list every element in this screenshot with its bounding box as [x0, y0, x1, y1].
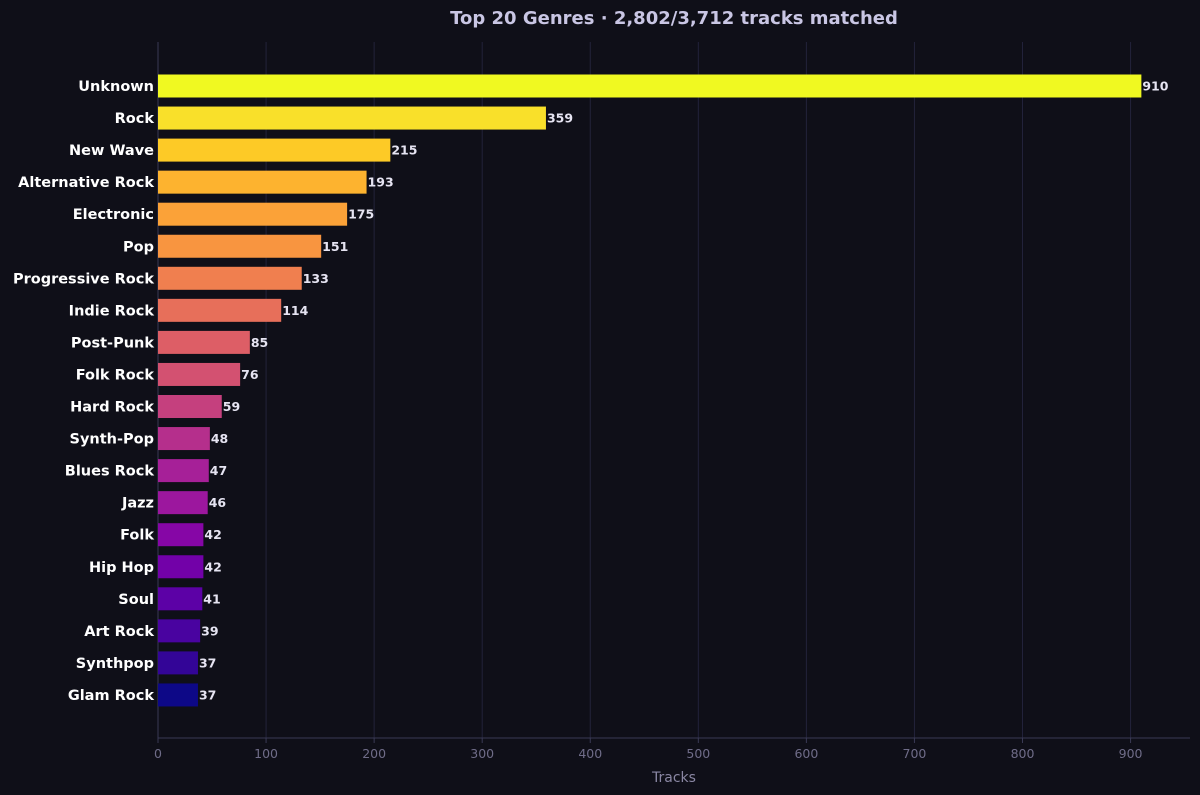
data-label: 85: [251, 335, 268, 350]
y-tick-label: Synthpop: [76, 656, 154, 672]
data-label: 215: [391, 143, 417, 158]
y-tick-label: Blues Rock: [65, 464, 155, 480]
bar: [158, 266, 302, 290]
data-label: 151: [322, 239, 348, 254]
bar: [158, 298, 282, 322]
y-tick-label: Folk: [120, 528, 154, 544]
data-label: 175: [348, 207, 374, 222]
x-tick-label: 600: [794, 746, 818, 761]
data-label: 42: [204, 527, 221, 542]
bar: [158, 555, 204, 579]
bar: [158, 683, 198, 707]
x-tick-label: 900: [1119, 746, 1143, 761]
y-tick-label: Pop: [123, 239, 154, 255]
y-tick-label: Electronic: [73, 207, 154, 223]
bar: [158, 362, 241, 386]
y-tick-label: Progressive Rock: [13, 271, 154, 287]
x-tick-label: 400: [578, 746, 602, 761]
x-tick-label: 200: [362, 746, 386, 761]
bar: [158, 106, 546, 130]
y-tick-label: Rock: [115, 111, 155, 127]
bars: [158, 74, 1142, 707]
data-label: 39: [201, 623, 218, 638]
data-label: 76: [241, 367, 259, 382]
x-tick-label: 300: [470, 746, 494, 761]
y-tick-label: Jazz: [121, 496, 154, 512]
data-label: 133: [303, 271, 329, 286]
data-label: 42: [204, 559, 221, 574]
bar: [158, 523, 204, 547]
y-axis-tick-labels: Unknown Rock New Wave Alternative Rock Elect…: [13, 79, 154, 704]
data-label: 910: [1142, 79, 1168, 94]
bar: [158, 234, 322, 258]
bar: [158, 459, 209, 483]
y-tick-label: Folk Rock: [76, 367, 155, 383]
data-label: 41: [203, 591, 220, 606]
y-tick-label: Synth-Pop: [70, 432, 154, 448]
data-label: 114: [282, 303, 308, 318]
y-tick-label: Indie Rock: [69, 303, 155, 319]
y-tick-label: Hard Rock: [70, 400, 154, 416]
x-tick-label: 0: [154, 746, 162, 761]
data-label: 37: [199, 687, 216, 702]
y-tick-label: New Wave: [69, 143, 154, 159]
y-tick-label: Glam Rock: [68, 688, 155, 704]
y-tick-label: Art Rock: [84, 624, 154, 640]
chart-title: Top 20 Genres · 2,802/3,712 tracks match…: [450, 8, 898, 29]
bar: [158, 587, 203, 611]
y-tick-label: Post-Punk: [71, 335, 154, 351]
data-label: 37: [199, 655, 216, 670]
data-label: 46: [209, 495, 227, 510]
bar: [158, 427, 210, 451]
bar: [158, 202, 348, 226]
y-tick-label: Hip Hop: [89, 560, 154, 576]
bar: [158, 651, 198, 675]
y-tick-label: Alternative Rock: [18, 175, 154, 191]
bar: [158, 74, 1142, 98]
data-labels: 910 359 215 193 175 151 133 114 85 76 59 48 47 46 42 42…: [199, 79, 1169, 703]
x-tick-label: 500: [686, 746, 710, 761]
y-tick-label: Soul: [118, 592, 154, 608]
data-label: 359: [547, 111, 573, 126]
bar: [158, 619, 201, 643]
data-label: 48: [211, 431, 228, 446]
data-label: 59: [223, 399, 240, 414]
x-tick-label: 100: [254, 746, 278, 761]
bar: [158, 395, 222, 418]
bar: [158, 330, 250, 354]
x-tick-label: 700: [903, 746, 927, 761]
data-label: 47: [210, 463, 227, 478]
bar: [158, 170, 367, 194]
data-label: 193: [368, 175, 394, 190]
x-axis-label: Tracks: [651, 770, 696, 786]
x-tick-label: 800: [1011, 746, 1035, 761]
bar: [158, 491, 208, 515]
bar: [158, 138, 391, 162]
y-tick-label: Unknown: [78, 79, 154, 95]
x-axis: 0 100 200 300 400 500 600 700 800 900: [154, 737, 1190, 761]
